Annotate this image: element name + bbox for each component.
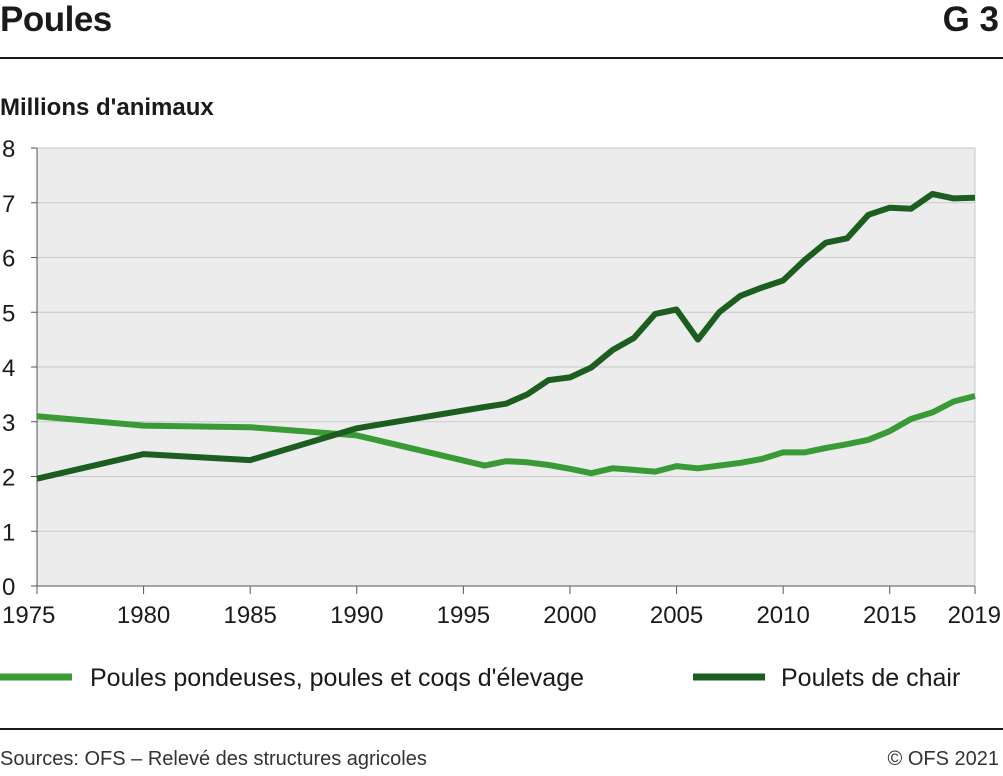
top-rule [0,57,1003,59]
x-tick-label: 2005 [650,602,703,629]
series-1-point [847,444,848,445]
series-1-point [697,468,698,469]
series-2-point [825,242,826,243]
series-1-point [612,468,613,469]
y-tick-label: 1 [2,519,15,546]
series-1-point [143,425,144,426]
x-tick-label: 2015 [863,602,916,629]
series-2-point [740,295,741,296]
series-2-point [37,478,38,479]
source-note: Sources: OFS – Relevé des structures agr… [0,748,427,770]
series-2-point [889,207,890,208]
series-1-point [676,466,677,467]
series-1-point [719,465,720,466]
series-2-point [868,214,869,215]
series-2-point [953,198,954,199]
y-tick-label: 2 [2,465,15,492]
series-2-point [932,193,933,194]
series-1-point [655,471,656,472]
series-2-point [676,309,677,310]
x-tick-label: 2010 [756,602,809,629]
x-tick-label: 1990 [330,602,383,629]
series-1-point [825,448,826,449]
series-1-point [761,458,762,459]
series-2-point [911,208,912,209]
series-1-point [975,396,976,397]
x-tick-label: 1980 [117,602,170,629]
series-2-point [250,460,251,461]
series-2-point [143,454,144,455]
series-2-point [506,403,507,404]
y-tick-label: 3 [2,410,15,437]
series-1-point [37,416,38,417]
series-2-point [804,260,805,261]
series-line-2 [36,191,976,482]
series-2-point [527,394,528,395]
series-2-point [633,337,634,338]
copyright-note: © OFS 2021 [887,748,999,770]
chart-code: G 3 [942,0,999,39]
legend-label-1: Poules pondeuses, poules et coqs d'éleva… [90,664,584,692]
series-2-point [697,339,698,340]
series-2-point [655,313,656,314]
series-2-point [761,287,762,288]
y-tick-label: 8 [2,136,15,163]
series-2-point [847,238,848,239]
series-2-point [591,367,592,368]
y-tick-label: 6 [2,246,15,273]
series-2-point [975,197,976,198]
series-1-point [633,469,634,470]
series-1-point [484,465,485,466]
series-1-point [506,461,507,462]
x-tick-label: 1975 [2,602,55,629]
series-1-point [527,462,528,463]
series-1-point [868,439,869,440]
series-2-point [612,350,613,351]
series-1-point [740,462,741,463]
x-tick-label: 2019 [948,602,1001,629]
y-tick-label: 7 [2,191,15,218]
series-1-point [932,412,933,413]
series-1-point [911,419,912,420]
bottom-rule [0,728,1003,730]
series-2-point [569,377,570,378]
x-tick-label: 2000 [543,602,596,629]
series-1-point [591,473,592,474]
series-1-point [783,452,784,453]
series-2-point [484,406,485,407]
legend-label-2: Poulets de chair [781,664,960,692]
y-tick-label: 4 [2,355,15,382]
y-tick-label: 0 [2,574,15,601]
series-line-1 [36,393,976,477]
series-1-point [804,452,805,453]
series-2-point [783,280,784,281]
series-2-point [356,428,357,429]
series-1-point [548,465,549,466]
series-1-point [356,435,357,436]
series-1-point [953,401,954,402]
x-tick-label: 1985 [223,602,276,629]
series-2-point [548,380,549,381]
x-tick-label: 1995 [437,602,490,629]
series-1-point [889,431,890,432]
chart-title: Poules [0,0,112,39]
y-axis-label: Millions d'animaux [0,94,214,121]
y-tick-label: 5 [2,300,15,327]
series-1-point [569,468,570,469]
series-2-point [719,312,720,313]
series-1-point [250,427,251,428]
